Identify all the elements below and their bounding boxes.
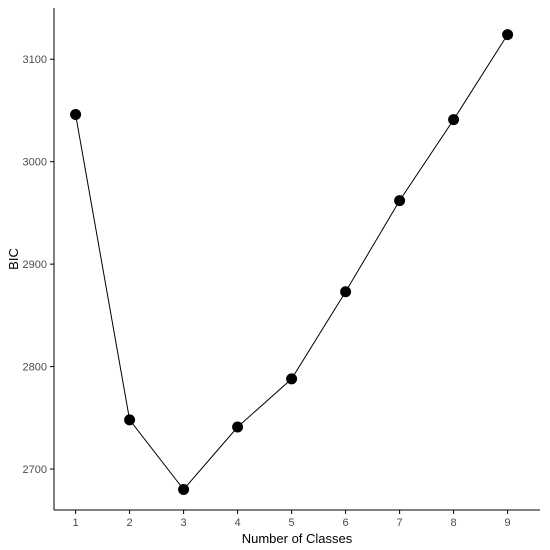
- x-tick-label: 2: [127, 517, 133, 529]
- data-point: [232, 421, 244, 433]
- x-tick-label: 3: [181, 517, 187, 529]
- data-point: [502, 29, 514, 41]
- data-point: [394, 195, 406, 207]
- x-tick-label: 7: [397, 517, 403, 529]
- data-point: [340, 286, 352, 298]
- y-tick-label: 3000: [23, 157, 47, 169]
- x-tick-label: 5: [289, 517, 295, 529]
- y-tick-label: 2900: [23, 259, 47, 271]
- axes: [53, 8, 540, 511]
- y-tick-label: 2800: [23, 362, 47, 374]
- series-line: [75, 34, 509, 491]
- x-tick-label: 1: [73, 517, 79, 529]
- x-ticks: 1 2 3 4 5 6 7 8 9: [73, 510, 511, 529]
- data-point: [448, 114, 460, 126]
- y-tick-label: 3100: [23, 54, 47, 66]
- plot-area: [70, 29, 514, 496]
- data-point: [124, 414, 136, 426]
- x-tick-label: 6: [343, 517, 349, 529]
- data-point: [286, 373, 298, 385]
- y-axis-title: BIC: [6, 248, 21, 270]
- x-axis-title: Number of Classes: [242, 531, 353, 546]
- y-ticks: 2700 2800 2900 3000 3100: [23, 54, 54, 476]
- x-tick-label: 4: [235, 517, 241, 529]
- data-point: [70, 109, 82, 121]
- x-tick-label: 9: [505, 517, 511, 529]
- y-tick-label: 2700: [23, 464, 47, 476]
- data-point: [178, 484, 190, 496]
- x-tick-label: 8: [451, 517, 457, 529]
